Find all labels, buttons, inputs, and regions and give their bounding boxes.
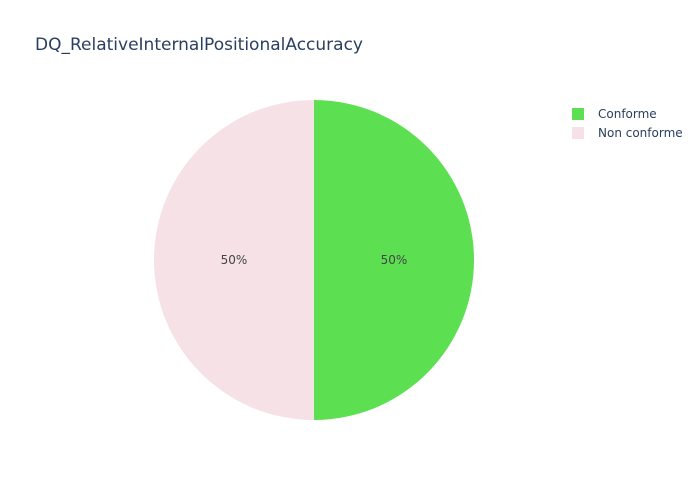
- pie-slice-non-conforme[interactable]: [154, 100, 314, 420]
- slice-percent-label: 50%: [381, 253, 408, 267]
- legend-swatch: [572, 108, 584, 120]
- legend-label: Conforme: [598, 107, 657, 121]
- chart-title: DQ_RelativeInternalPositionalAccuracy: [35, 35, 363, 55]
- legend-item-non-conforme[interactable]: Non conforme: [572, 126, 683, 140]
- legend-swatch: [572, 127, 584, 139]
- pie-slice-labels: 50% 50%: [221, 253, 408, 267]
- slice-percent-label: 50%: [221, 253, 248, 267]
- pie-slices: [154, 100, 474, 420]
- legend-label: Non conforme: [598, 126, 683, 140]
- legend-item-conforme[interactable]: Conforme: [572, 107, 657, 121]
- legend: Conforme Non conforme: [572, 107, 683, 140]
- pie-slice-conforme[interactable]: [314, 100, 474, 420]
